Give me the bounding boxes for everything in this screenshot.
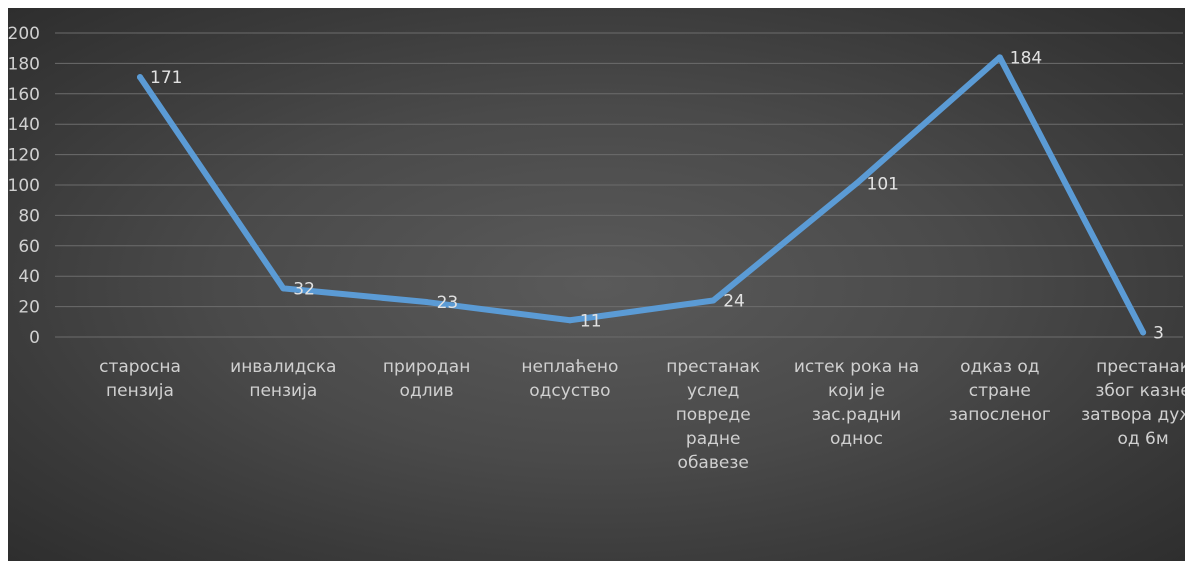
data-point — [710, 297, 717, 304]
series-line — [137, 54, 1147, 336]
x-tick-label-line: одказ од — [960, 357, 1039, 377]
data-point — [853, 180, 860, 187]
x-category-label: старосна пензија — [99, 357, 181, 401]
data-label: 184 — [1010, 48, 1042, 68]
y-tick-label: 20 — [18, 298, 40, 318]
x-tick-label-line: услед — [687, 381, 740, 401]
data-label: 11 — [580, 311, 602, 331]
x-axis-labels: старосна пензија инвалидска пензија природан… — [99, 357, 1185, 473]
data-point — [566, 317, 573, 324]
x-tick-label-line: природан — [383, 357, 470, 377]
series-line-layer — [137, 54, 1147, 336]
y-tick-label: 100 — [8, 176, 40, 196]
x-tick-label-line: стране — [969, 381, 1031, 401]
data-label: 23 — [437, 293, 459, 313]
data-label: 171 — [150, 68, 182, 88]
x-category-label: престанак услед повреде радне обавезе — [666, 357, 760, 473]
line-chart: 0 20 40 60 80 100 120 140 160 180 200 старосна пенз… — [8, 24, 1185, 473]
y-tick-label: 120 — [8, 146, 40, 166]
x-tick-label-line: обавезе — [678, 453, 749, 473]
x-tick-label-line: повреде — [676, 405, 751, 425]
x-tick-label-line: престанак — [666, 357, 760, 377]
x-category-label: инвалидска пензија — [230, 357, 336, 401]
y-tick-label: 0 — [29, 328, 40, 348]
x-category-label: неплаћено одсуство — [521, 357, 618, 401]
y-tick-label: 180 — [8, 54, 40, 74]
y-tick-label: 160 — [8, 85, 40, 105]
data-label: 32 — [293, 279, 315, 299]
x-tick-label-line: однос — [830, 429, 883, 449]
data-point — [137, 74, 143, 81]
x-tick-label-line: запосленог — [949, 405, 1051, 425]
x-category-label: истек рока на који је зас.радни однос — [794, 357, 919, 449]
x-tick-label-line: одсуство — [529, 381, 610, 401]
y-tick-label: 200 — [8, 24, 40, 44]
chart-area: 0 20 40 60 80 100 120 140 160 180 200 старосна пенз… — [8, 8, 1185, 561]
data-label: 101 — [867, 174, 899, 194]
data-point — [423, 299, 430, 306]
data-label: 24 — [723, 292, 745, 312]
data-point — [280, 285, 287, 292]
x-category-label: престанак због казне затвора дуже од 6м — [1081, 357, 1185, 449]
x-tick-label-line: престанак — [1096, 357, 1185, 377]
x-tick-label-line: старосна — [99, 357, 181, 377]
x-tick-label-line: пензија — [106, 381, 174, 401]
x-tick-label-line: од 6м — [1117, 429, 1168, 449]
x-tick-label-line: неплаћено — [521, 357, 618, 377]
x-category-label: одказ од стране запосленог — [949, 357, 1051, 425]
y-tick-label: 140 — [8, 115, 40, 135]
x-category-label: природан одлив — [383, 357, 470, 401]
x-tick-label-line: инвалидска — [230, 357, 336, 377]
x-tick-label-line: истек рока на — [794, 357, 919, 377]
x-tick-label-line: зас.радни — [812, 405, 901, 425]
data-labels: 171 32 23 11 24 101 184 3 — [150, 48, 1164, 343]
y-tick-label: 60 — [18, 237, 40, 257]
x-tick-label-line: одлив — [400, 381, 454, 401]
x-tick-label-line: пензија — [249, 381, 317, 401]
x-tick-label-line: због казне — [1095, 381, 1185, 401]
x-tick-label-line: затвора дуже — [1081, 405, 1185, 425]
x-tick-label-line: који је — [828, 381, 885, 401]
x-tick-label-line: радне — [686, 429, 741, 449]
y-tick-label: 80 — [18, 206, 40, 226]
y-axis-ticks: 0 20 40 60 80 100 120 140 160 180 200 — [8, 24, 40, 348]
data-point — [996, 54, 1003, 61]
y-tick-label: 40 — [18, 267, 40, 287]
data-label: 3 — [1153, 323, 1164, 343]
data-point — [1140, 329, 1147, 336]
